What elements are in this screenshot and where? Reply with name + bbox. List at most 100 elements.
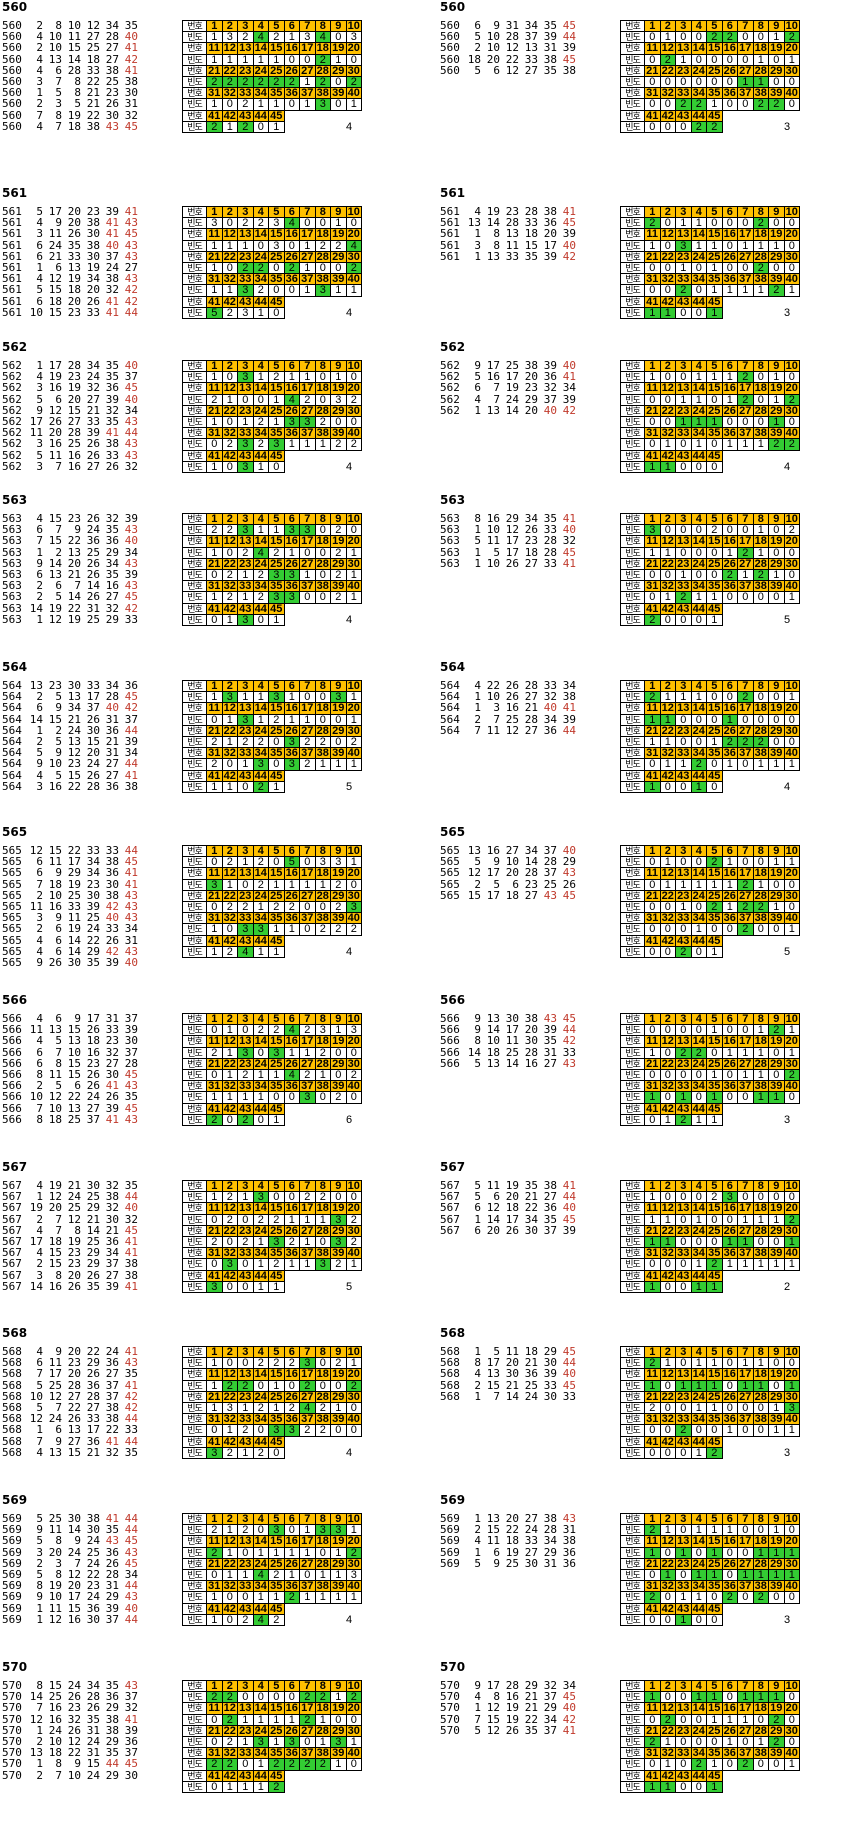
- empty-cell: [784, 1270, 800, 1282]
- drawn-number: 34: [86, 855, 100, 869]
- frequency-cell: 1: [706, 1113, 723, 1126]
- draw-row: 563 6 7 9 24 35 43: [2, 524, 138, 535]
- frequency-cell: 1: [675, 1379, 692, 1392]
- number-row: 번호 21 22 23 24 25 26 27 28 29 30: [620, 1557, 800, 1570]
- round-title: 561: [2, 186, 28, 200]
- draw-round-number: 562: [2, 459, 22, 473]
- drawn-number: 34: [562, 679, 576, 692]
- frequency-cell: 1: [752, 1546, 769, 1559]
- frequency-cell: 0: [206, 568, 223, 582]
- drawn-number: 30: [86, 249, 100, 263]
- drawn-number: 26: [105, 1090, 119, 1104]
- frequency-cell: 1: [330, 217, 347, 230]
- drawn-number: 3: [55, 1556, 62, 1570]
- drawn-number: 39: [562, 1223, 576, 1237]
- drawn-number: 6: [493, 1190, 500, 1204]
- ball-number-cell: 17: [299, 382, 316, 395]
- drawn-number: 26: [86, 1701, 100, 1715]
- drawn-number: 37: [86, 701, 100, 715]
- drawn-number: 28: [86, 1389, 100, 1403]
- frequency-cell: 0: [314, 546, 331, 559]
- drawn-number: 18: [67, 283, 81, 297]
- frequency-cell: 1: [283, 1568, 300, 1582]
- draw-round-number: 566: [2, 1034, 22, 1048]
- drawn-number: 2: [36, 1079, 43, 1093]
- frequency-cell: 0: [659, 284, 676, 297]
- number-row: 번호 1 2 3 4 5 6 7 8 9 10: [182, 205, 362, 219]
- ball-number-cell: 19: [768, 1035, 785, 1048]
- frequency-cell: 1: [768, 1546, 785, 1559]
- frequency-cell: 0: [644, 758, 661, 771]
- empty-cell: [722, 614, 738, 626]
- draw-round-number: 564: [2, 734, 22, 748]
- drawn-number: 29: [86, 1356, 100, 1370]
- drawn-number: 26: [86, 512, 100, 525]
- draw-round-number: 562: [440, 359, 460, 372]
- frequency-cell: 0: [675, 524, 692, 537]
- empty-cell: [768, 450, 784, 462]
- round-title: 561: [440, 186, 466, 200]
- draw-round-number: 570: [440, 1679, 460, 1692]
- frequency-cell: 2: [252, 1024, 269, 1037]
- ball-number-cell: 42: [659, 1602, 676, 1615]
- draw-row: 568 4 13 30 36 39 40: [440, 1368, 576, 1379]
- draw-row: 569 8 19 20 23 31 44: [2, 1580, 138, 1591]
- number-row: 번호 21 22 23 24 25 26 27 28 29 30: [182, 724, 362, 737]
- frequency-cell: 3: [314, 856, 331, 869]
- ball-number-cell: 18: [752, 535, 769, 548]
- ball-number-cell: 7: [737, 205, 754, 219]
- frequency-cell: 3: [783, 1401, 800, 1415]
- ball-number-cell: 17: [737, 535, 754, 548]
- draw-list: 570 9 17 28 29 32 34 570 4 8 16 21 37 45 570 1 12 19 21 29 4…: [440, 1680, 576, 1736]
- ball-number-cell: 39: [330, 747, 347, 760]
- frequency-label: 빈도: [182, 1591, 207, 1604]
- frequency-cell: 0: [783, 546, 800, 559]
- ball-number-cell: 43: [237, 934, 254, 947]
- frequency-label: 빈도: [620, 1524, 645, 1537]
- frequency-row: 빈도 2 2 0 1 2 2 2 2 1 0: [182, 1758, 362, 1771]
- drawn-number: 43: [105, 119, 119, 133]
- drawn-number: 9: [55, 216, 62, 230]
- frequency-cell: 1: [675, 1613, 692, 1626]
- number-row: 번호 41 42 43 44 45: [182, 602, 362, 615]
- ball-number-cell: 8: [752, 1345, 769, 1359]
- frequency-row: 빈도 3 2 1 2 0 4: [182, 1446, 362, 1459]
- frequency-cell: 3: [330, 856, 347, 869]
- drawn-number: 9: [74, 1534, 81, 1548]
- frequency-cell: 1: [659, 691, 676, 704]
- frequency-cell: 1: [690, 1379, 707, 1392]
- frequency-cell: 0: [706, 438, 723, 451]
- drawn-number: 38: [562, 1534, 576, 1548]
- frequency-row: 빈도 0 0 1 0 0 2 1 2 1 0: [620, 568, 800, 582]
- ball-number-cell: 20: [783, 1368, 800, 1381]
- drawn-number: 17: [486, 359, 500, 372]
- draw-row: 566 6 7 10 16 32 37: [2, 1046, 138, 1057]
- empty-cell: [753, 1270, 769, 1282]
- ball-number-cell: 31: [644, 87, 661, 100]
- draw-row: 560 4 13 14 18 27 42: [2, 53, 138, 64]
- round-block: 561 561 4 19 23 28 38 41 561 13 14 28 33 36 45 561 1 8 13 1…: [438, 186, 862, 356]
- frequency-cell: 2: [314, 415, 331, 429]
- frequency-cell: 0: [268, 1691, 285, 1704]
- draw-row: 565 5 9 10 14 28 29: [440, 856, 576, 867]
- ball-number-cell: 7: [737, 679, 754, 693]
- drawn-number: 24: [86, 370, 100, 384]
- ball-number-cell: 24: [690, 1390, 707, 1403]
- drawn-number: 13: [486, 1512, 500, 1525]
- frequency-cell: 2: [314, 923, 331, 936]
- frequency-row: 빈도 2 1 0 1 1 1 1 0 1 2: [182, 1546, 362, 1559]
- drawn-number: 25: [505, 1556, 519, 1570]
- frequency-row: 빈도 0 0 1 1 0 1 2 0 1 2: [620, 393, 800, 406]
- drawn-number: 21: [67, 1179, 81, 1192]
- drawn-number: 25: [505, 359, 519, 372]
- drawn-number: 28: [524, 205, 538, 218]
- frequency-cell: 1: [237, 53, 254, 66]
- ball-number-cell: 36: [721, 427, 738, 440]
- round-title: 568: [440, 1326, 466, 1340]
- frequency-label: 빈도: [620, 1568, 645, 1582]
- frequency-cell: 0: [345, 217, 362, 230]
- ball-number-cell: 23: [675, 1390, 692, 1403]
- ball-number-cell: 26: [721, 1057, 738, 1070]
- frequency-cell: 0: [721, 1758, 738, 1771]
- ball-number-cell: 35: [268, 1413, 285, 1426]
